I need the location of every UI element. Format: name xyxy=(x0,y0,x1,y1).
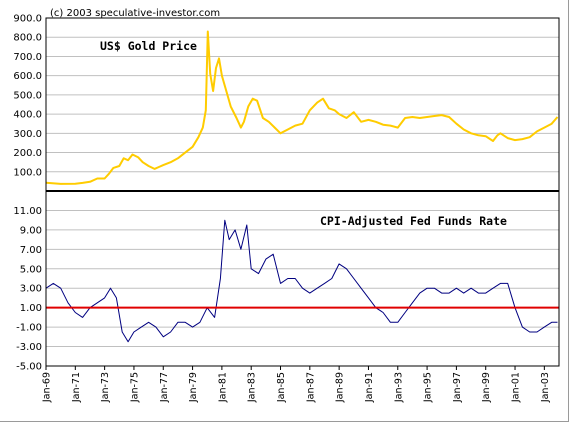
x-tick-label: Jan-79 xyxy=(188,372,199,403)
x-tick-label: Jan-01 xyxy=(511,372,522,403)
fed-funds-rate-series-line xyxy=(45,219,558,343)
fed-funds-rate-panel: -5.00 -3.00 -1.00 1.00 3.00 5.00 7.00 9.00 11.00… xyxy=(13,206,559,403)
fed-funds-rate-title: CPI-Adjusted Fed Funds Rate xyxy=(320,214,507,228)
x-tick-label: Jan-83 xyxy=(247,372,258,403)
rate-y-tick-label: -5.00 xyxy=(16,362,42,373)
x-tick-label: Jan-91 xyxy=(364,372,375,403)
x-tick-label: Jan-71 xyxy=(71,372,82,403)
x-tick-label: Jan-97 xyxy=(452,372,463,403)
x-tick-label: Jan-87 xyxy=(305,372,316,403)
rate-y-tick-label: 1.00 xyxy=(20,303,42,314)
gold-y-tick-label: 400.0 xyxy=(13,110,42,121)
x-tick-label: Jan-75 xyxy=(129,372,140,403)
x-tick-label: Jan-77 xyxy=(159,372,170,403)
x-tick-label: Jan-85 xyxy=(276,372,287,403)
gold-y-tick-label: 600.0 xyxy=(13,71,42,82)
rate-y-tick-labels: -5.00 -3.00 -1.00 1.00 3.00 5.00 7.00 9.00 11.00 xyxy=(13,206,42,373)
gold-price-title: US$ Gold Price xyxy=(100,39,197,53)
plot-frame xyxy=(45,17,560,367)
x-tick-label: Jan-99 xyxy=(481,372,492,403)
rate-y-tick-label: -1.00 xyxy=(16,323,42,334)
copyright-text: (c) 2003 speculative-investor.com xyxy=(50,8,220,19)
x-tick-label: Jan-89 xyxy=(335,372,346,403)
rate-y-tick-label: 9.00 xyxy=(20,225,42,236)
gold-y-tick-label: 500.0 xyxy=(13,90,42,101)
gold-y-tick-labels: 100.0 200.0 300.0 400.0 500.0 600.0 700.0 800.0… xyxy=(13,14,42,179)
x-tick-labels: Jan-69 Jan-71 Jan-73 Jan-75 Jan-77 Jan-79 Jan-… xyxy=(42,366,551,403)
x-tick-label: Jan-93 xyxy=(393,372,404,403)
rate-y-tick-label: 5.00 xyxy=(20,264,42,275)
x-tick-label: Jan-69 xyxy=(42,372,53,403)
gold-y-tick-label: 300.0 xyxy=(13,129,42,140)
rate-y-tick-label: 3.00 xyxy=(20,284,42,295)
gold-price-panel: 100.0 200.0 300.0 400.0 500.0 600.0 700.0 800.0… xyxy=(13,14,559,185)
gold-y-tick-label: 200.0 xyxy=(13,148,42,159)
x-tick-label: Jan-03 xyxy=(540,372,551,403)
gold-y-tick-label: 100.0 xyxy=(13,167,42,178)
x-tick-label: Jan-73 xyxy=(100,372,111,403)
x-tick-label: Jan-81 xyxy=(217,372,228,403)
gold-y-tick-label: 700.0 xyxy=(13,52,42,63)
rate-y-tick-label: -3.00 xyxy=(16,342,42,353)
gold-y-tick-label: 800.0 xyxy=(13,33,42,44)
gold-y-tick-label: 900.0 xyxy=(13,14,42,25)
gold-price-series-line xyxy=(45,30,559,185)
rate-y-tick-label: 11.00 xyxy=(13,206,42,217)
x-tick-label: Jan-95 xyxy=(423,372,434,403)
rate-y-tick-label: 7.00 xyxy=(20,245,42,256)
